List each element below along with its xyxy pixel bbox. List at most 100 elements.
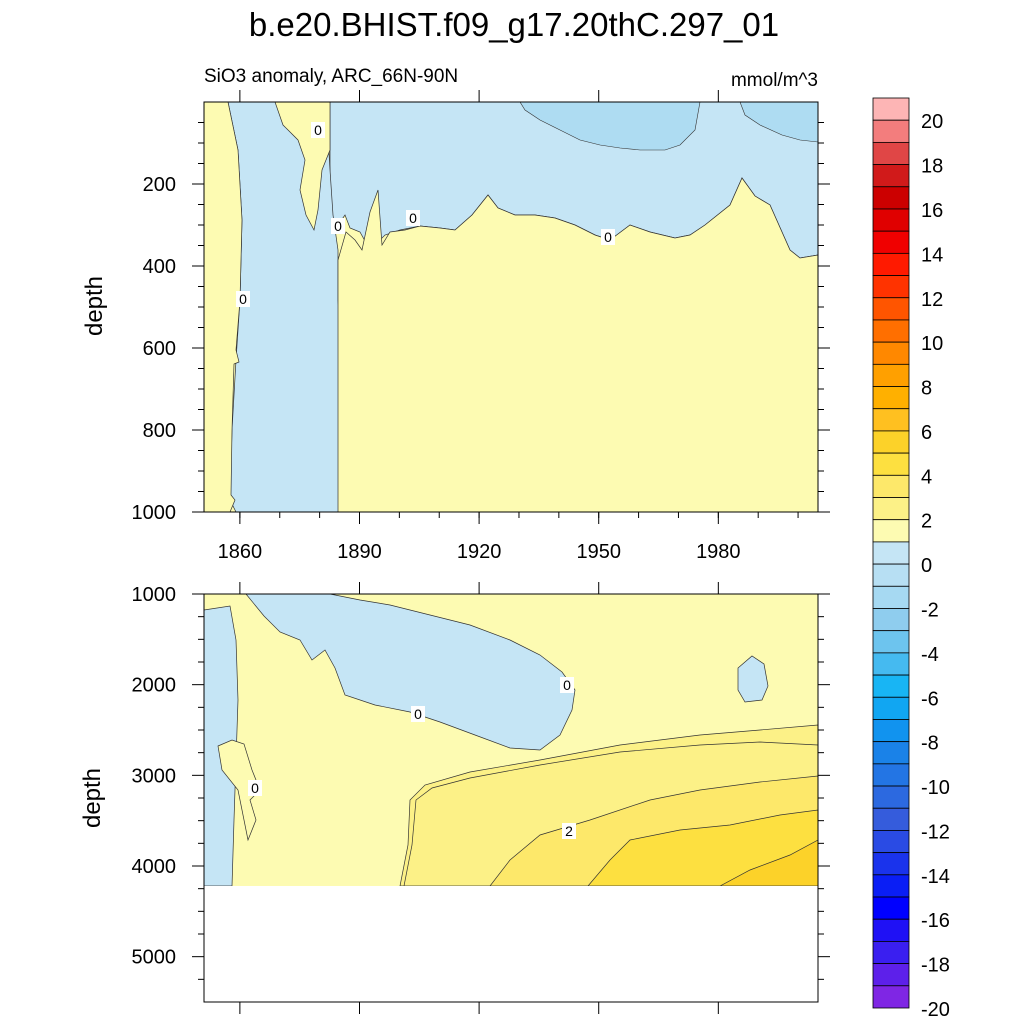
colorbar-swatch-30 (872, 763, 910, 787)
lower-contour-label-3: 2 (565, 823, 573, 839)
colorbar-label-19: -18 (921, 955, 950, 977)
upper-y-tick-label-4: 1000 (132, 502, 177, 524)
colorbar-label-6: 8 (921, 378, 932, 400)
colorbar-label-17: -14 (921, 866, 950, 888)
colorbar-swatch-2 (872, 141, 910, 165)
lower-y-tick-label-3: 4000 (132, 856, 177, 878)
colorbar-swatch-39 (872, 963, 910, 987)
colorbar-swatch-10 (872, 319, 910, 343)
lower-contour-label-2: 0 (563, 677, 571, 693)
chart-title: b.e20.BHIST.f09_g17.20thC.297_01 (249, 6, 779, 43)
upper-contour-label-3: 0 (604, 229, 612, 245)
upper-y-tick-label-2: 600 (143, 338, 176, 360)
upper-positive-left-strip (204, 102, 243, 512)
colorbar-label-0: 20 (921, 111, 943, 133)
lower-y-tick-label-4: 5000 (132, 947, 177, 969)
colorbar-swatch-19 (872, 519, 910, 543)
colorbar-swatch-40 (872, 985, 910, 1009)
colorbar-label-5: 10 (921, 333, 943, 355)
colorbar: 20181614121086420-2-4-6-8-10-12-14-16-18… (872, 97, 950, 1021)
lower-negative-tongue (245, 594, 576, 751)
upper-contour-label-4: 0 (239, 291, 247, 307)
colorbar-swatch-29 (872, 741, 910, 765)
colorbar-label-11: -2 (921, 599, 939, 621)
lower-contour-line-1-2 (403, 741, 818, 886)
colorbar-swatch-14 (872, 408, 910, 432)
colorbar-swatch-27 (872, 696, 910, 720)
lower-y-tick-label-1: 2000 (132, 675, 177, 697)
colorbar-label-18: -16 (921, 910, 950, 932)
lower-contour-label-1: 0 (414, 706, 422, 722)
upper-contour-label-0: 0 (314, 122, 322, 138)
lower-positive-4-5 (719, 839, 818, 886)
upper-y-axis-label: depth (81, 276, 108, 336)
colorbar-swatch-0 (872, 97, 910, 121)
upper-contour-label-1: 0 (334, 218, 342, 234)
colorbar-swatch-38 (872, 941, 910, 965)
colorbar-label-2: 16 (921, 200, 943, 222)
colorbar-swatch-36 (872, 896, 910, 920)
lower-contour-label-0: 0 (251, 780, 259, 796)
colorbar-swatch-18 (872, 497, 910, 521)
chart-subtitle-right: mmol/m^3 (731, 70, 818, 91)
colorbar-swatch-25 (872, 652, 910, 676)
colorbar-swatch-11 (872, 341, 910, 365)
colorbar-swatch-1 (872, 119, 910, 143)
colorbar-label-15: -10 (921, 777, 950, 799)
upper-contour-labels: 0 0 0 0 0 (236, 122, 615, 307)
colorbar-swatch-34 (872, 852, 910, 876)
upper-x-tick-label-4: 1980 (696, 541, 741, 563)
lower-y-axis-label: depth (79, 768, 106, 828)
lower-y-tick-label-2: 3000 (132, 765, 177, 787)
colorbar-swatch-35 (872, 874, 910, 898)
colorbar-swatch-7 (872, 252, 910, 276)
colorbar-swatch-6 (872, 230, 910, 254)
colorbar-swatch-24 (872, 630, 910, 654)
colorbar-swatch-5 (872, 208, 910, 232)
colorbar-swatch-16 (872, 452, 910, 476)
upper-y-tick-label-3: 800 (143, 420, 176, 442)
colorbar-swatch-31 (872, 785, 910, 809)
colorbar-label-7: 6 (921, 422, 932, 444)
colorbar-swatch-37 (872, 918, 910, 942)
colorbar-swatch-17 (872, 474, 910, 498)
colorbar-label-16: -12 (921, 821, 950, 843)
upper-x-tick-label-1: 1890 (337, 541, 382, 563)
colorbar-swatch-28 (872, 719, 910, 743)
lower-contour-labels: 0 0 0 2 (248, 677, 576, 839)
colorbar-swatch-9 (872, 297, 910, 321)
colorbar-label-12: -4 (921, 644, 939, 666)
colorbar-label-14: -8 (921, 733, 939, 755)
lower-negative-island (737, 655, 769, 703)
colorbar-swatch-32 (872, 807, 910, 831)
upper-x-tick-label-0: 1860 (218, 541, 263, 563)
colorbar-swatch-20 (872, 541, 910, 565)
upper-y-tick-label-0: 200 (143, 174, 176, 196)
colorbar-label-3: 14 (921, 244, 943, 266)
colorbar-swatch-23 (872, 608, 910, 632)
upper-positive-body (337, 177, 818, 512)
upper-panel: 0 0 0 0 0 1860 1890 1920 1950 1980 200 400 600 8… (81, 90, 830, 563)
colorbar-label-8: 4 (921, 466, 932, 488)
colorbar-label-4: 12 (921, 289, 943, 311)
upper-x-tick-label-3: 1950 (576, 541, 621, 563)
lower-y-tick-label-0: 1000 (132, 584, 177, 606)
upper-negative-deep-right (739, 102, 818, 143)
colorbar-swatch-3 (872, 164, 910, 188)
colorbar-swatch-22 (872, 585, 910, 609)
colorbar-swatch-33 (872, 830, 910, 854)
upper-negative-deep-band (519, 102, 701, 151)
colorbar-swatch-15 (872, 430, 910, 454)
colorbar-label-20: -20 (921, 999, 950, 1021)
colorbar-label-1: 18 (921, 156, 943, 178)
colorbar-swatch-12 (872, 363, 910, 387)
colorbar-label-13: -6 (921, 688, 939, 710)
chart-subtitle-left: SiO3 anomaly, ARC_66N-90N (204, 66, 458, 87)
upper-x-tick-label-2: 1920 (457, 541, 502, 563)
upper-contour-label-2: 0 (409, 210, 417, 226)
lower-positive-notch (217, 739, 261, 842)
upper-y-tick-label-1: 400 (143, 256, 176, 278)
